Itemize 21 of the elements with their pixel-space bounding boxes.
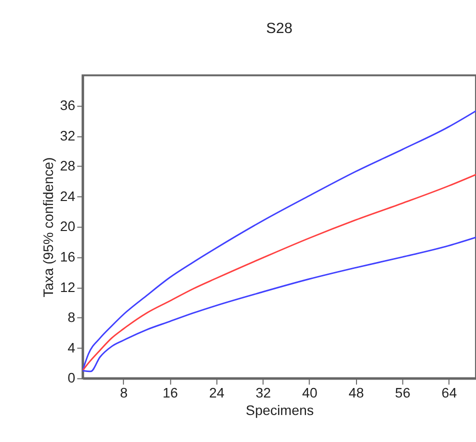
y-tick-label: 36 (60, 98, 76, 114)
y-tick-label: 16 (60, 249, 76, 264)
x-tick-label: 64 (442, 385, 458, 400)
x-axis-title: Specimens (246, 403, 314, 418)
x-tick-label: 8 (120, 385, 128, 400)
y-tick-label: 28 (60, 158, 76, 174)
chart-title: S28 (266, 21, 292, 38)
y-tick-label: 0 (68, 370, 76, 386)
x-tick-label: 56 (395, 385, 411, 400)
x-tick-label: 24 (209, 385, 225, 400)
y-tick-label: 8 (68, 310, 76, 326)
y-tick-label: 12 (60, 280, 76, 295)
x-tick-label: 16 (162, 385, 178, 400)
y-axis-title: Taxa (95% confidence) (41, 157, 56, 298)
y-tick-label: 20 (60, 219, 76, 234)
y-tick-label: 24 (60, 188, 76, 204)
x-tick-label: 32 (256, 385, 271, 400)
x-tick-label: 48 (348, 385, 364, 400)
x-tick-label: 40 (302, 385, 318, 400)
y-tick-label: 4 (68, 340, 76, 356)
y-tick-label: 32 (60, 128, 76, 144)
